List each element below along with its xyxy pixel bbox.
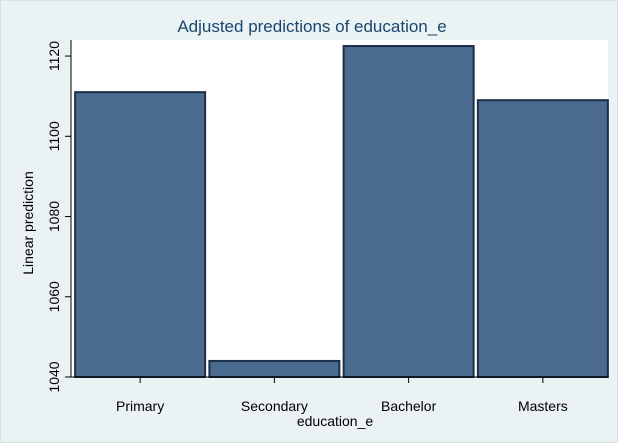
x-tick-label: Masters	[518, 398, 568, 414]
y-axis-label: Linear prediction	[20, 171, 36, 275]
x-tick-label: Secondary	[241, 398, 308, 414]
y-tick-label: 1080	[46, 201, 62, 232]
bar-masters	[476, 99, 609, 379]
bar-primary	[74, 91, 207, 379]
bar-secondary	[208, 359, 341, 379]
y-ticks: 1040 1060 1080 1100 1120	[46, 41, 71, 393]
bar-bachelor	[342, 45, 475, 379]
y-tick-label: 1060	[46, 281, 62, 312]
y-tick-label: 1100	[46, 121, 62, 151]
x-ticks: Primary Secondary Bachelor Masters	[116, 377, 568, 414]
x-axis-label: education_e	[297, 413, 374, 429]
y-tick-label: 1120	[46, 41, 62, 71]
bars-layer	[74, 45, 609, 379]
x-tick-label: Bachelor	[381, 398, 437, 414]
y-tick-label: 1040	[46, 361, 62, 392]
x-tick-label: Primary	[116, 398, 164, 414]
chart-title: Adjusted predictions of education_e	[177, 17, 446, 36]
